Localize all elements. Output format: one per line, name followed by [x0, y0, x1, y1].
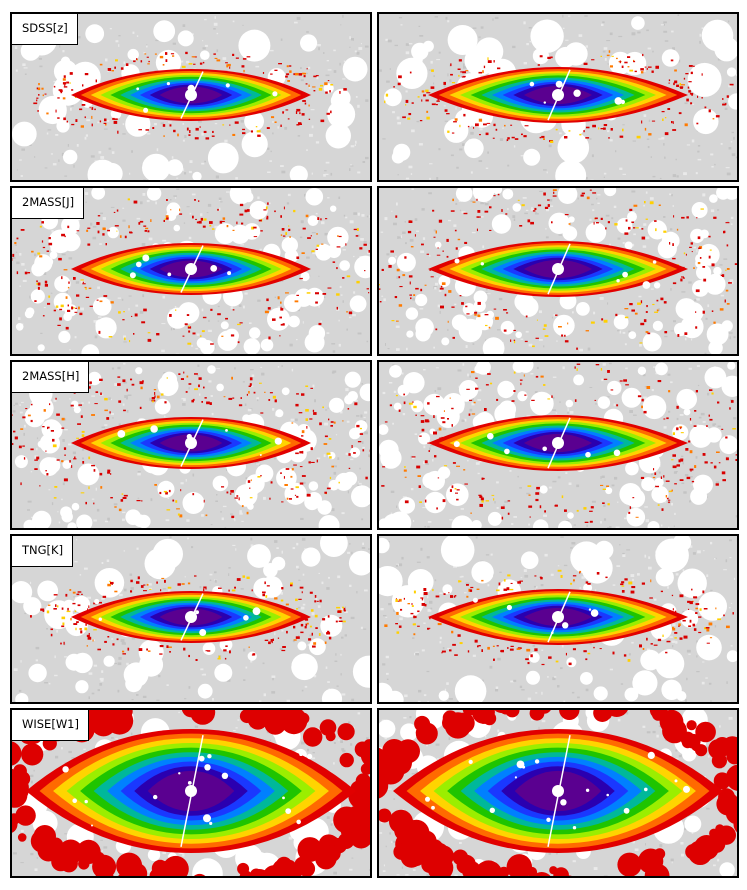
- observed-panel: SDSS[z]: [10, 12, 372, 182]
- central-star-mask: [185, 611, 197, 623]
- central-star-mask: [185, 437, 197, 449]
- band-label: 2MASS[H]: [12, 362, 90, 393]
- central-star-mask: [552, 785, 564, 797]
- inner-masks: [453, 432, 621, 458]
- red-speckle-halo: [384, 50, 734, 143]
- inner-masks: [454, 258, 657, 289]
- band-label: WISE[W1]: [12, 710, 89, 741]
- central-star-mask: [552, 437, 564, 449]
- model-panel: [377, 534, 739, 704]
- galaxy-image: [379, 14, 737, 180]
- red-speckle-halo: [384, 569, 734, 666]
- galaxy-image: [379, 536, 737, 702]
- figure-grid: SDSS[z] 2MASS[J] 2MASS[H] TNG[K] WISE[W1]: [10, 12, 741, 880]
- observed-panel: 2MASS[J]: [10, 186, 372, 356]
- inner-masks: [94, 598, 261, 636]
- model-panel: [377, 708, 739, 878]
- star-masks: [12, 536, 370, 702]
- inner-masks: [472, 597, 599, 634]
- central-star-mask: [552, 263, 564, 275]
- inner-masks: [129, 254, 232, 279]
- red-speckle-halo: [381, 363, 737, 523]
- galaxy-image: [379, 710, 737, 876]
- galaxy-image: [379, 362, 737, 528]
- central-star-mask: [185, 89, 197, 101]
- observed-panel: TNG[K]: [10, 534, 372, 704]
- red-halo: [379, 710, 737, 876]
- central-star-mask: [185, 785, 197, 797]
- inner-masks: [136, 82, 278, 113]
- model-panel: [377, 360, 739, 530]
- inner-masks: [529, 80, 625, 105]
- red-speckle-halo: [379, 189, 737, 350]
- central-star-mask: [552, 89, 564, 101]
- model-panel: [377, 12, 739, 182]
- inner-masks: [62, 752, 313, 827]
- red-speckle-halo: [12, 371, 370, 519]
- observed-panel: 2MASS[H]: [10, 360, 372, 530]
- band-label: TNG[K]: [12, 536, 74, 567]
- red-speckle-halo: [12, 198, 370, 345]
- galaxy-image: [12, 710, 370, 876]
- galaxy-image: [12, 14, 370, 180]
- band-label: SDSS[z]: [12, 14, 78, 45]
- central-star-mask: [185, 263, 197, 275]
- inner-masks: [425, 751, 690, 830]
- central-star-mask: [552, 611, 564, 623]
- observed-panel: WISE[W1]: [10, 708, 372, 878]
- red-speckle-halo: [33, 51, 347, 140]
- band-label: 2MASS[J]: [12, 188, 85, 219]
- galaxy-image: [379, 188, 737, 354]
- model-panel: [377, 186, 739, 356]
- galaxy-image: [12, 188, 370, 354]
